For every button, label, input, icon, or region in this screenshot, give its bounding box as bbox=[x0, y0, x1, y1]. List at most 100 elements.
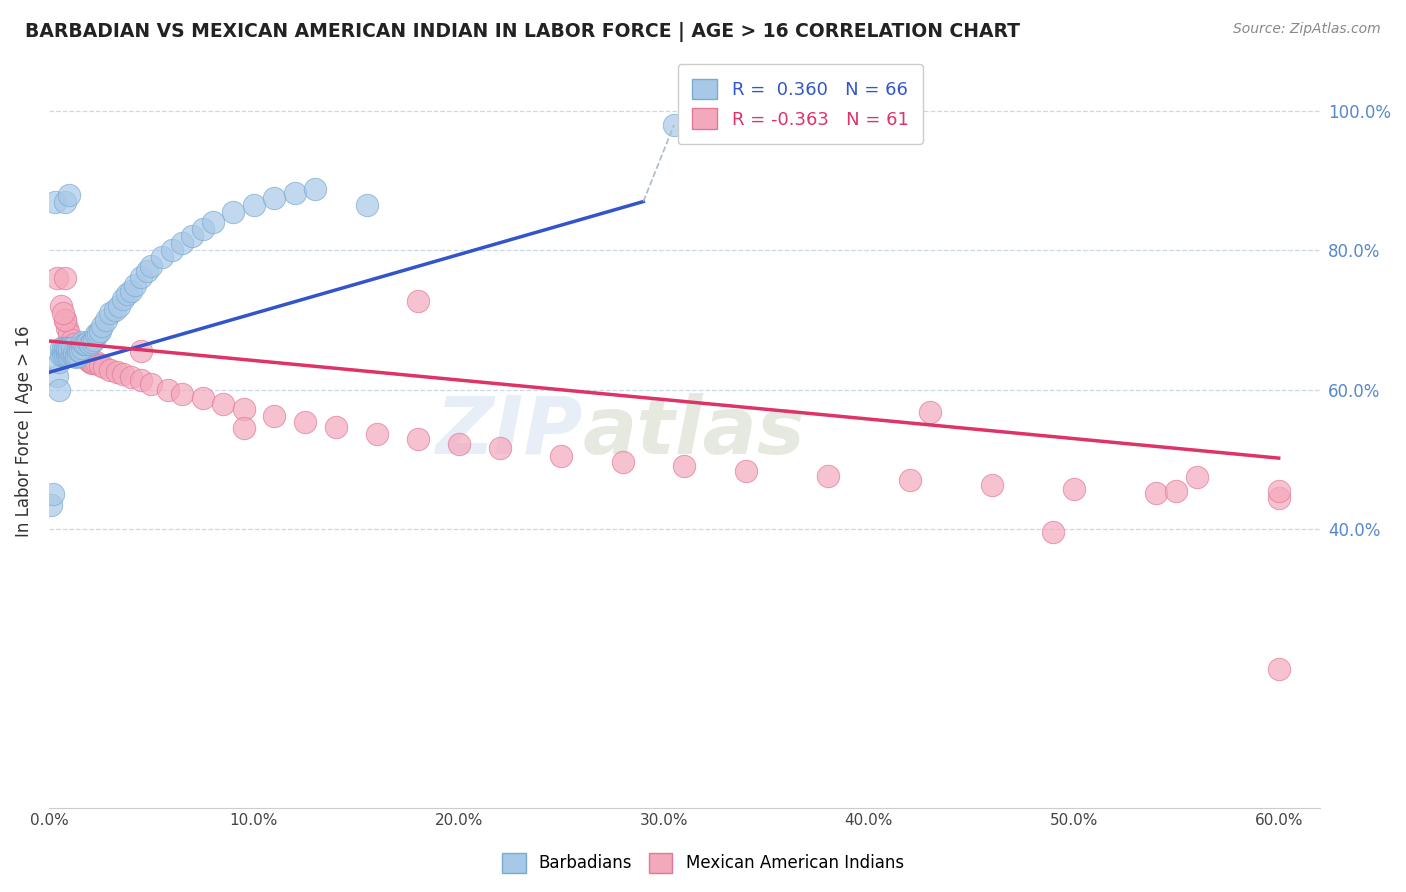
Point bbox=[160, 244, 183, 258]
Point bbox=[325, 420, 347, 434]
Point bbox=[65, 341, 87, 355]
Point bbox=[181, 229, 204, 244]
Point bbox=[65, 350, 87, 364]
Point bbox=[232, 421, 254, 435]
Point bbox=[58, 343, 80, 358]
Point bbox=[53, 348, 76, 362]
Point bbox=[60, 348, 83, 362]
Point bbox=[550, 449, 572, 463]
Point bbox=[172, 236, 194, 251]
Point bbox=[100, 363, 122, 377]
Point bbox=[77, 353, 100, 368]
Point bbox=[263, 191, 285, 205]
Point bbox=[77, 335, 100, 350]
Point bbox=[42, 487, 65, 501]
Text: ZIP: ZIP bbox=[436, 392, 582, 471]
Point bbox=[53, 194, 76, 209]
Point bbox=[84, 326, 107, 341]
Point bbox=[141, 259, 163, 273]
Point bbox=[53, 341, 76, 355]
Point bbox=[66, 343, 89, 357]
Point bbox=[87, 326, 110, 340]
Point bbox=[489, 442, 512, 456]
Point bbox=[83, 333, 105, 347]
Point bbox=[70, 335, 93, 350]
Point bbox=[120, 284, 142, 298]
Point bbox=[53, 344, 76, 359]
Point bbox=[39, 498, 62, 512]
Point bbox=[56, 344, 79, 359]
Point bbox=[141, 377, 163, 392]
Point bbox=[48, 355, 70, 369]
Point bbox=[1144, 486, 1167, 500]
Point bbox=[51, 348, 73, 362]
Point bbox=[58, 341, 80, 355]
Text: BARBADIAN VS MEXICAN AMERICAN INDIAN IN LABOR FORCE | AGE > 16 CORRELATION CHART: BARBADIAN VS MEXICAN AMERICAN INDIAN IN … bbox=[25, 22, 1021, 42]
Point bbox=[73, 337, 96, 351]
Point bbox=[62, 336, 84, 351]
Point bbox=[70, 341, 93, 355]
Point bbox=[84, 355, 107, 369]
Point bbox=[51, 341, 73, 355]
Point bbox=[191, 222, 214, 236]
Point bbox=[44, 194, 66, 209]
Point bbox=[129, 269, 152, 284]
Point bbox=[58, 326, 80, 341]
Point bbox=[1042, 524, 1064, 539]
Point bbox=[129, 373, 152, 387]
Legend: Barbadians, Mexican American Indians: Barbadians, Mexican American Indians bbox=[495, 847, 911, 880]
Point bbox=[58, 348, 80, 362]
Point bbox=[980, 477, 1002, 491]
Point bbox=[75, 351, 97, 366]
Point bbox=[46, 368, 69, 383]
Point bbox=[156, 383, 179, 397]
Point bbox=[66, 343, 89, 357]
Y-axis label: In Labor Force | Age > 16: In Labor Force | Age > 16 bbox=[15, 326, 32, 537]
Point bbox=[201, 215, 224, 229]
Point bbox=[172, 387, 194, 401]
Point bbox=[52, 341, 75, 355]
Point bbox=[406, 293, 429, 308]
Text: atlas: atlas bbox=[582, 392, 806, 471]
Point bbox=[1267, 662, 1289, 676]
Point bbox=[69, 341, 91, 355]
Point bbox=[73, 349, 96, 363]
Point bbox=[191, 391, 214, 405]
Point bbox=[673, 459, 696, 474]
Point bbox=[80, 335, 103, 350]
Point bbox=[120, 370, 142, 384]
Point bbox=[53, 313, 76, 327]
Point bbox=[734, 464, 756, 478]
Point bbox=[91, 318, 114, 333]
Point bbox=[51, 299, 73, 313]
Point bbox=[79, 355, 101, 369]
Point bbox=[103, 302, 125, 317]
Point bbox=[136, 264, 159, 278]
Point bbox=[920, 405, 942, 419]
Point bbox=[66, 349, 89, 363]
Point bbox=[65, 348, 87, 362]
Point bbox=[56, 341, 79, 355]
Point bbox=[129, 344, 152, 359]
Point bbox=[111, 292, 134, 306]
Point bbox=[294, 415, 316, 429]
Point bbox=[62, 349, 84, 363]
Point bbox=[111, 368, 134, 382]
Point bbox=[366, 426, 388, 441]
Point bbox=[105, 365, 128, 379]
Point bbox=[58, 187, 80, 202]
Point bbox=[93, 360, 115, 375]
Point bbox=[1185, 470, 1208, 484]
Point bbox=[662, 118, 685, 132]
Point bbox=[612, 455, 634, 469]
Point bbox=[284, 186, 307, 201]
Point bbox=[46, 271, 69, 285]
Point bbox=[96, 313, 118, 327]
Point bbox=[243, 198, 266, 212]
Point bbox=[232, 402, 254, 417]
Point bbox=[124, 278, 146, 293]
Point bbox=[52, 306, 75, 320]
Point bbox=[263, 409, 285, 424]
Point bbox=[1267, 483, 1289, 498]
Point bbox=[1166, 483, 1188, 498]
